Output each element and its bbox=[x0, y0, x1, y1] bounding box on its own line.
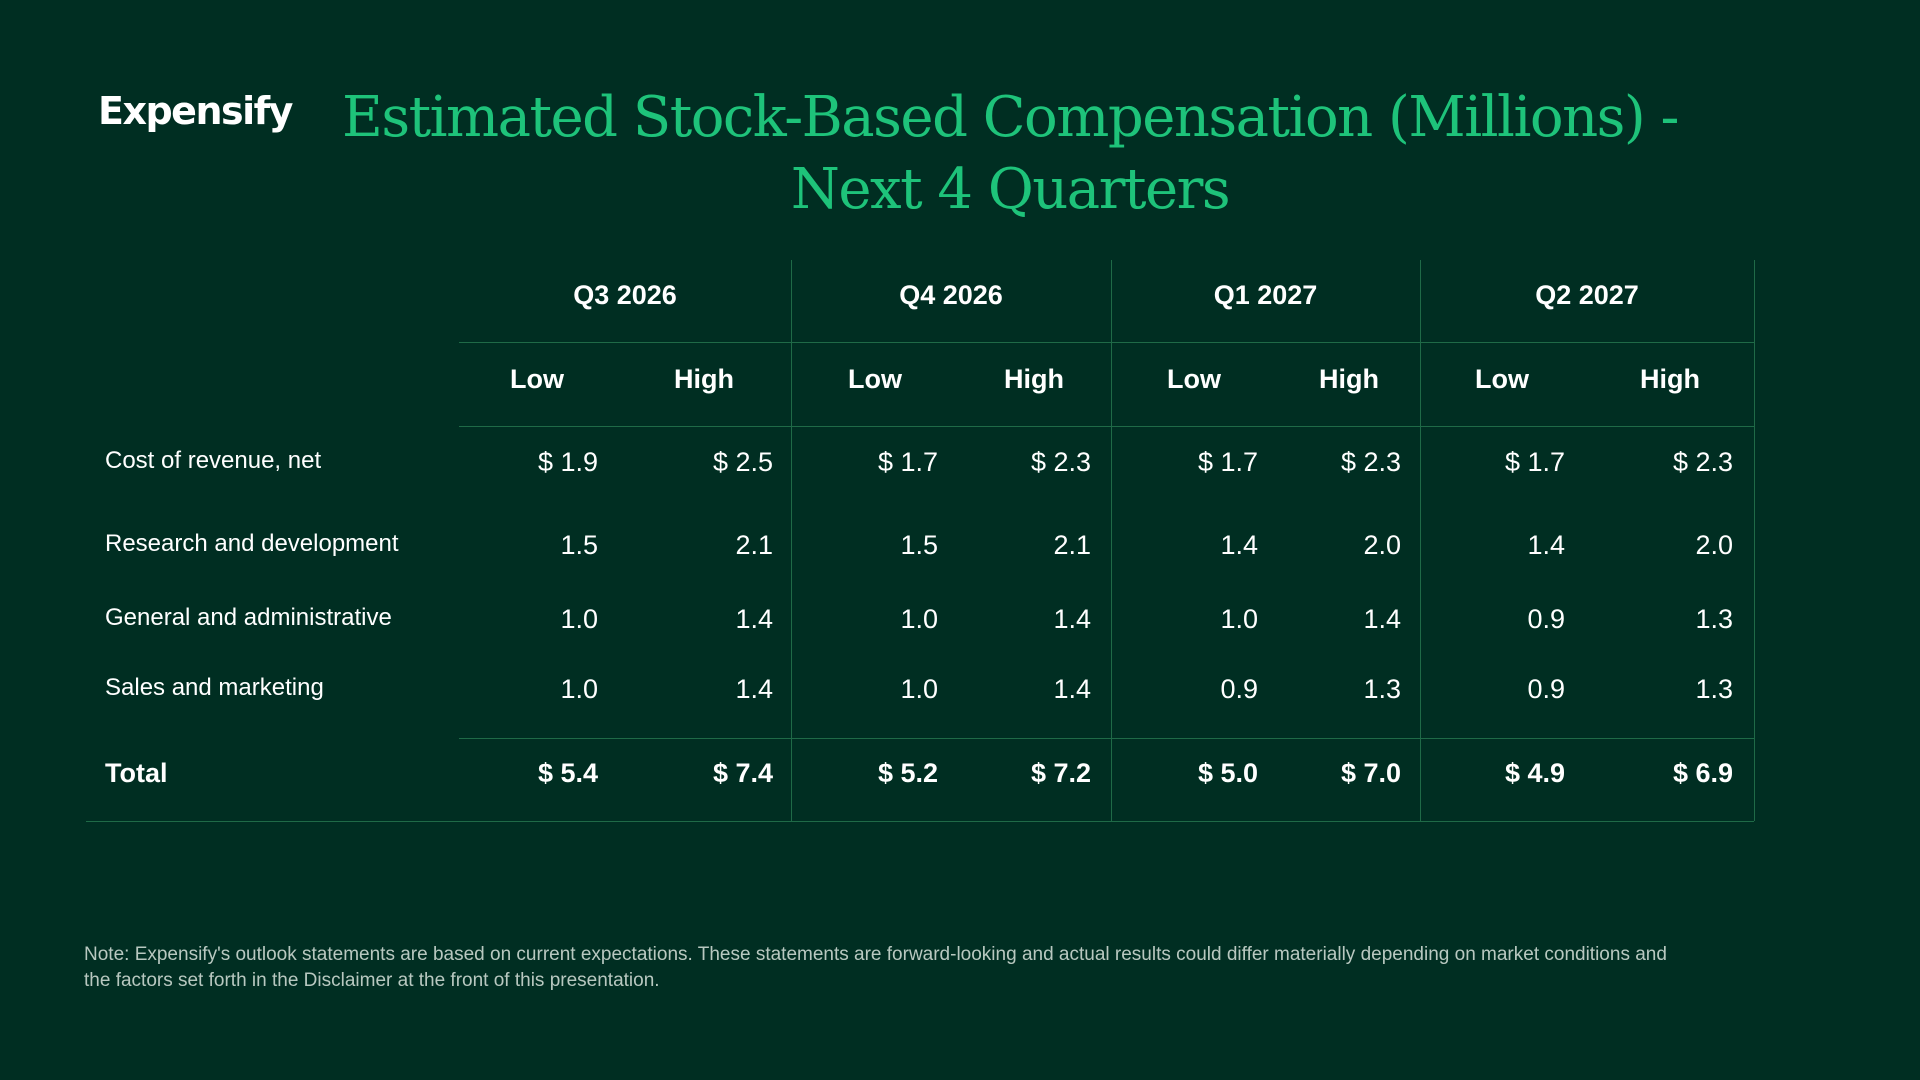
cell-research-q2-low: 1.4 bbox=[1527, 530, 1565, 560]
cell-research-q3-low: 1.5 bbox=[560, 530, 598, 560]
row-label-general-and-administrative: General and administrative bbox=[105, 604, 392, 631]
cell-sales-q1-low: 0.9 bbox=[1220, 674, 1258, 704]
row-label-research-and-development: Research and development bbox=[105, 530, 399, 557]
divider-total-top bbox=[459, 738, 1754, 739]
title-line-2: Next 4 Quarters bbox=[790, 157, 1231, 222]
cell-total-q3-low: $ 5.4 bbox=[537, 758, 598, 788]
cell-cost-of-revenue-q3-low: $ 1.9 bbox=[537, 447, 598, 477]
cell-sales-q4-high: 1.4 bbox=[1053, 674, 1091, 704]
cell-research-q1-high: 2.0 bbox=[1363, 530, 1401, 560]
row-label-sales-and-marketing: Sales and marketing bbox=[105, 674, 324, 701]
cell-total-q2-high: $ 6.9 bbox=[1672, 758, 1733, 788]
cell-sales-q2-low: 0.9 bbox=[1527, 674, 1565, 704]
cell-research-q4-low: 1.5 bbox=[900, 530, 938, 560]
cell-cost-of-revenue-q4-high: $ 2.3 bbox=[1030, 447, 1091, 477]
cell-general-q3-high: 1.4 bbox=[735, 604, 773, 634]
cell-total-q1-low: $ 5.0 bbox=[1197, 758, 1258, 788]
cell-general-q4-low: 1.0 bbox=[900, 604, 938, 634]
cell-general-q3-low: 1.0 bbox=[560, 604, 598, 634]
quarter-header-q2-2027: Q2 2027 bbox=[1535, 280, 1639, 310]
quarter-header-q1-2027: Q1 2027 bbox=[1213, 280, 1318, 310]
cell-general-q1-low: 1.0 bbox=[1220, 604, 1258, 634]
cell-total-q4-high: $ 7.2 bbox=[1030, 758, 1091, 788]
cell-general-q2-high: 1.3 bbox=[1695, 604, 1733, 634]
divider-q2-2027 bbox=[1420, 260, 1421, 821]
cell-sales-q3-high: 1.4 bbox=[735, 674, 773, 704]
footnote: Note: Expensify's outlook statements are… bbox=[84, 944, 1667, 991]
subheader-high: High bbox=[674, 364, 734, 394]
quarter-header-q4-2026: Q4 2026 bbox=[899, 280, 1003, 310]
cell-research-q4-high: 2.1 bbox=[1053, 530, 1091, 560]
cell-general-q1-high: 1.4 bbox=[1363, 604, 1401, 634]
cell-research-q3-high: 2.1 bbox=[735, 530, 773, 560]
subheader-low: Low bbox=[1167, 364, 1221, 394]
cell-cost-of-revenue-q1-high: $ 2.3 bbox=[1340, 447, 1401, 477]
divider-subheader bbox=[459, 426, 1754, 427]
cell-cost-of-revenue-q4-low: $ 1.7 bbox=[877, 447, 938, 477]
title-line-1: Estimated Stock-Based Compensation (Mill… bbox=[342, 85, 1679, 150]
cell-research-q1-low: 1.4 bbox=[1220, 530, 1258, 560]
subheader-high: High bbox=[1004, 364, 1064, 394]
cell-sales-q1-high: 1.3 bbox=[1363, 674, 1401, 704]
cell-sales-q4-low: 1.0 bbox=[900, 674, 938, 704]
quarter-header-q3-2026: Q3 2026 bbox=[573, 280, 677, 310]
cell-sales-q2-high: 1.3 bbox=[1695, 674, 1733, 704]
subheader-high: High bbox=[1640, 364, 1700, 394]
divider-quarter-header bbox=[459, 342, 1754, 343]
subheader-low: Low bbox=[848, 364, 902, 394]
divider-q4-2026 bbox=[791, 260, 792, 821]
cell-cost-of-revenue-q2-high: $ 2.3 bbox=[1672, 447, 1733, 477]
subheader-high: High bbox=[1319, 364, 1379, 394]
subheader-low: Low bbox=[1475, 364, 1529, 394]
subheader-low: Low bbox=[510, 364, 564, 394]
slide-title: Estimated Stock-Based Compensation (Mill… bbox=[320, 82, 1700, 226]
cell-cost-of-revenue-q2-low: $ 1.7 bbox=[1504, 447, 1565, 477]
cell-total-q4-low: $ 5.2 bbox=[877, 758, 938, 788]
divider-right-edge bbox=[1754, 260, 1755, 821]
row-label-total: Total bbox=[105, 758, 168, 788]
cell-general-q4-high: 1.4 bbox=[1053, 604, 1091, 634]
row-label-cost-of-revenue: Cost of revenue, net bbox=[105, 447, 322, 474]
divider-q1-2027 bbox=[1111, 260, 1112, 821]
cell-cost-of-revenue-q3-high: $ 2.5 bbox=[712, 447, 773, 477]
expensify-logo: Expensify bbox=[98, 89, 293, 133]
cell-research-q2-high: 2.0 bbox=[1695, 530, 1733, 560]
cell-general-q2-low: 0.9 bbox=[1527, 604, 1565, 634]
cell-total-q3-high: $ 7.4 bbox=[712, 758, 773, 788]
cell-total-q1-high: $ 7.0 bbox=[1340, 758, 1401, 788]
cell-sales-q3-low: 1.0 bbox=[560, 674, 598, 704]
cell-cost-of-revenue-q1-low: $ 1.7 bbox=[1197, 447, 1258, 477]
cell-total-q2-low: $ 4.9 bbox=[1504, 758, 1565, 788]
divider-total-bottom bbox=[86, 821, 1754, 822]
